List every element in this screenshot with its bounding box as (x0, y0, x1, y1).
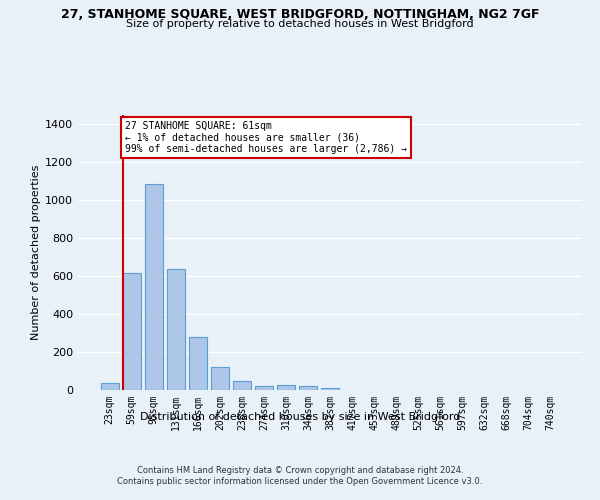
Text: Distribution of detached houses by size in West Bridgford: Distribution of detached houses by size … (140, 412, 460, 422)
Text: 27 STANHOME SQUARE: 61sqm
← 1% of detached houses are smaller (36)
99% of semi-d: 27 STANHOME SQUARE: 61sqm ← 1% of detach… (125, 120, 407, 154)
Bar (189, 337, 206, 390)
Text: Contains HM Land Registry data © Crown copyright and database right 2024.: Contains HM Land Registry data © Crown c… (137, 466, 463, 475)
Text: Size of property relative to detached houses in West Bridgford: Size of property relative to detached ho… (126, 19, 474, 29)
Y-axis label: Number of detached properties: Number of detached properties (31, 165, 41, 340)
Bar (299, 386, 317, 390)
Bar (101, 384, 119, 390)
Bar (211, 367, 229, 390)
Text: Contains public sector information licensed under the Open Government Licence v3: Contains public sector information licen… (118, 477, 482, 486)
Bar (167, 268, 185, 390)
Bar (145, 184, 163, 390)
Bar (123, 274, 140, 390)
Bar (277, 386, 295, 390)
Bar (233, 381, 251, 390)
Text: 27, STANHOME SQUARE, WEST BRIDGFORD, NOTTINGHAM, NG2 7GF: 27, STANHOME SQUARE, WEST BRIDGFORD, NOT… (61, 8, 539, 20)
Bar (255, 386, 273, 390)
Bar (321, 388, 339, 390)
